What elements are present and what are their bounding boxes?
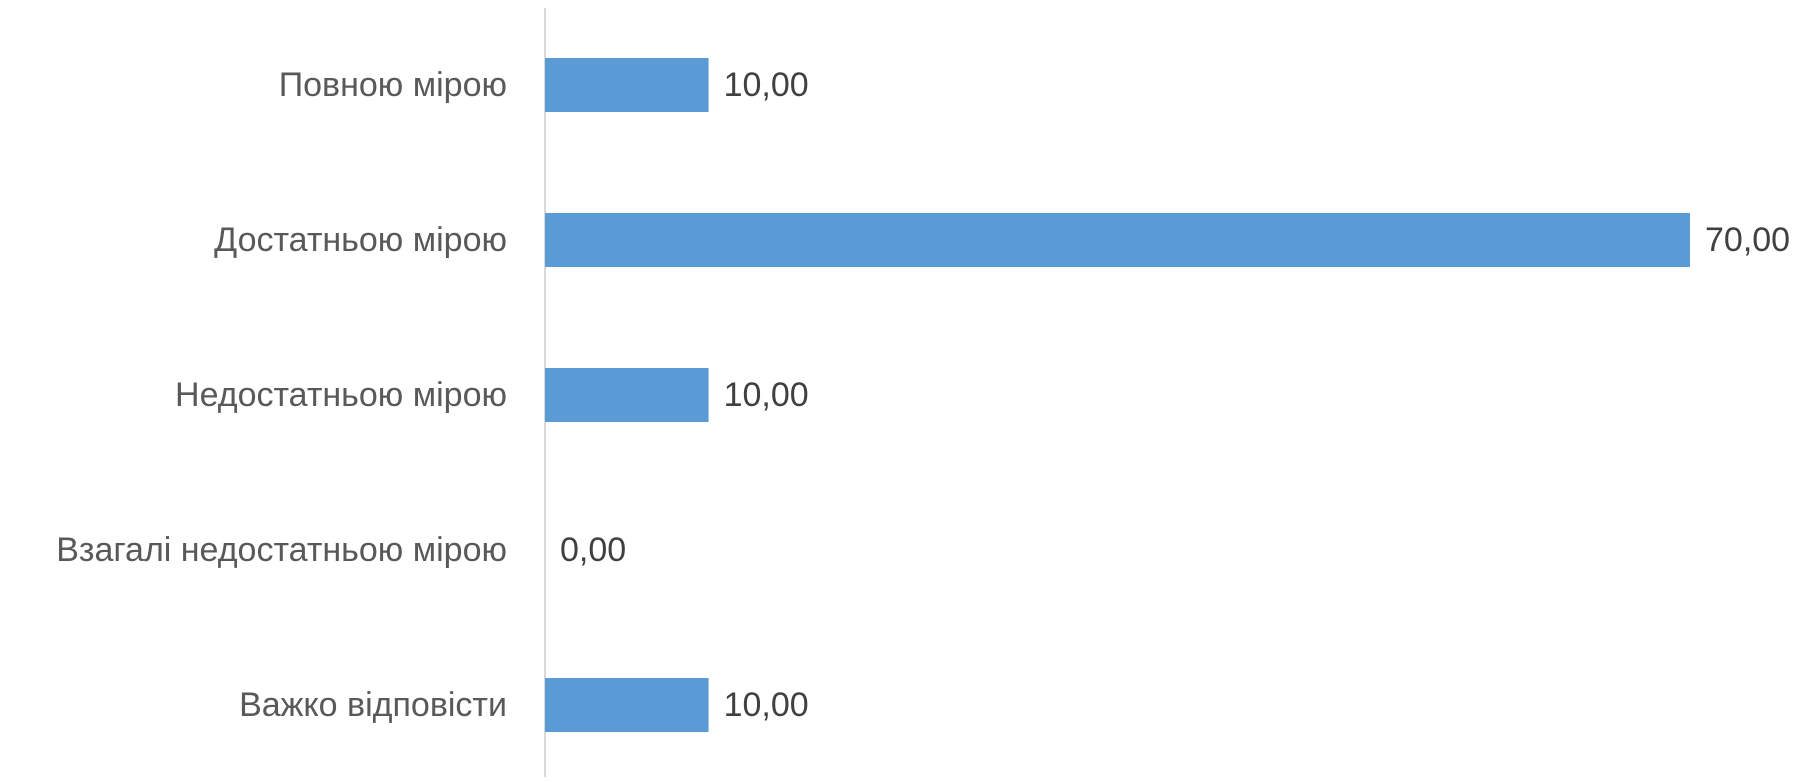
bar-4 — [545, 678, 709, 732]
category-label-3: Взагалі недостатньою мірою — [56, 531, 507, 569]
category-label-0: Повною мірою — [279, 66, 507, 104]
value-label-2: 10,00 — [724, 376, 809, 414]
category-labels-group: Повною мірою Достатньою мірою Недостатньою… — [56, 66, 507, 724]
bar-1 — [545, 213, 1690, 267]
value-label-3: 0,00 — [560, 531, 626, 569]
value-labels-group: 10,00 70,00 10,00 0,00 10,00 — [560, 66, 1790, 724]
bars-group — [545, 58, 1690, 732]
value-label-1: 70,00 — [1705, 221, 1790, 259]
category-label-4: Важко відповісти — [239, 686, 507, 724]
value-label-4: 10,00 — [724, 686, 809, 724]
bar-0 — [545, 58, 709, 112]
value-label-0: 10,00 — [724, 66, 809, 104]
category-label-1: Достатньою мірою — [214, 221, 507, 259]
bar-2 — [545, 368, 709, 422]
category-label-2: Недостатньою мірою — [175, 376, 507, 414]
